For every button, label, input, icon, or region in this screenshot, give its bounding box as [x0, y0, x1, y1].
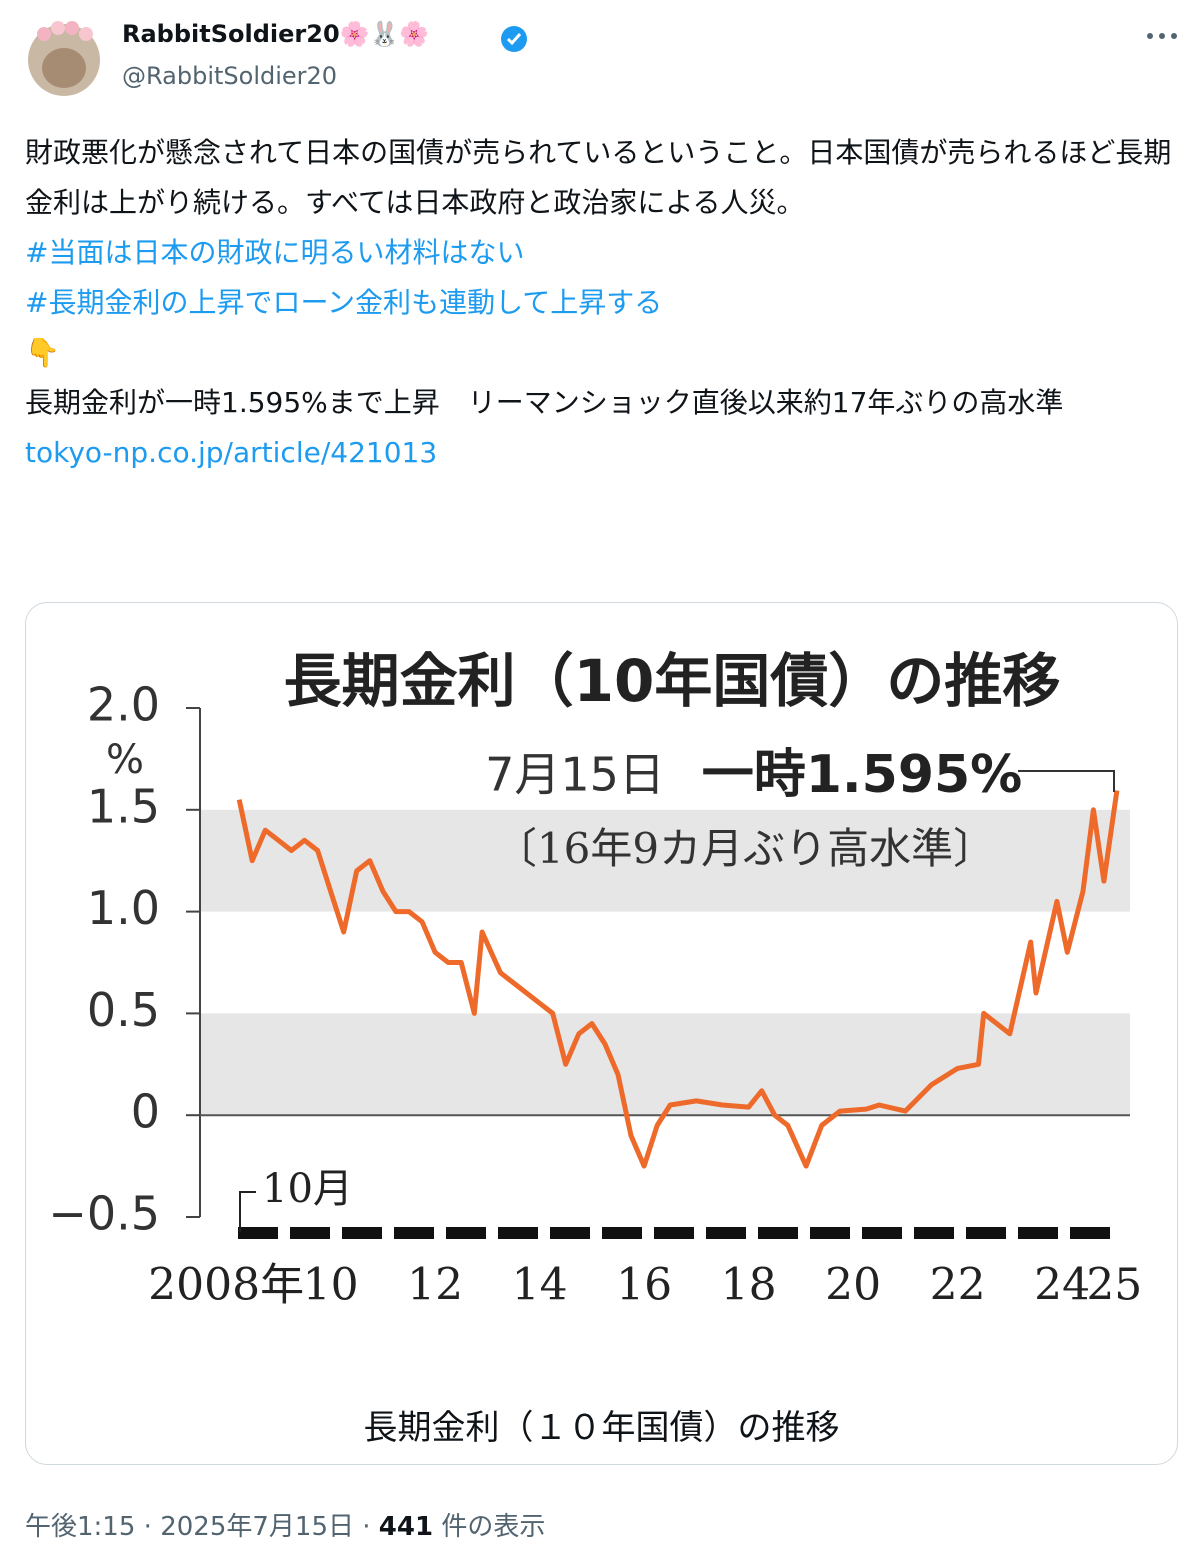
- x-tick-label: 20: [825, 1260, 881, 1311]
- x-tick-label: 10: [303, 1260, 359, 1311]
- start-bracket: [239, 1191, 256, 1232]
- band: [200, 1013, 1130, 1116]
- y-tick-label: 1.0: [87, 881, 160, 935]
- footer: 午後1:15 · 2025年7月15日 · 441 件の表示: [25, 1506, 545, 1543]
- x-tick-label: 14: [512, 1260, 568, 1311]
- chart-title: 長期金利（10年国債）の推移: [284, 647, 1061, 715]
- x-tick-label: 18: [721, 1260, 777, 1311]
- verified-badge: [501, 26, 527, 52]
- headline: 長期金利が一時1.595%まで上昇 リーマンショック直後以来約17年ぶりの高水準: [25, 386, 1064, 419]
- separator: ·: [143, 1512, 152, 1542]
- annotation-date: 7月15日: [485, 748, 665, 802]
- y-axis-unit: %: [106, 737, 144, 783]
- hashtag[interactable]: #長期金利の上昇でローン金利も連動して上昇する: [25, 286, 663, 319]
- hashtag[interactable]: #当面は日本の財政に明るい材料はない: [25, 236, 525, 269]
- date[interactable]: 2025年7月15日: [160, 1512, 354, 1542]
- tweet-body: 財政悪化が懸念されて日本の国債が売られているということ。日本国債が売られるほど長…: [25, 128, 1185, 478]
- annotation-peak: 一時1.595%: [702, 745, 1023, 805]
- x-tick-label: 12: [407, 1260, 463, 1311]
- x-tick-label: 24: [1034, 1260, 1090, 1311]
- y-tick-label: 0.5: [87, 983, 160, 1037]
- y-tick-label: 0: [131, 1085, 160, 1139]
- link-card[interactable]: [25, 602, 1178, 1465]
- yield-line: [236, 790, 1120, 1169]
- x-tick-label: 2008年: [148, 1260, 304, 1311]
- annotation-leader: [1018, 770, 1115, 792]
- display-name[interactable]: RabbitSoldier20🌸🐰🌸: [122, 20, 430, 48]
- y-tick-label: −0.5: [48, 1187, 160, 1241]
- annotation-note: 〔16年9カ月ぶり高水準〕: [495, 824, 995, 873]
- chart: 2.0 1.5 1.0 0.5 0 −0.5% 長期金利（10年国債）の推移 10月 2008年…: [48, 647, 1142, 1311]
- more-button[interactable]: [1145, 28, 1181, 44]
- x-tick-label: 22: [930, 1260, 986, 1311]
- band: [200, 809, 1130, 912]
- pointer-emoji: 👇: [25, 336, 60, 369]
- time[interactable]: 午後1:15: [25, 1512, 136, 1542]
- tweet-text: 財政悪化が懸念されて日本の国債が売られているということ。日本国債が売られるほど長…: [25, 136, 1172, 219]
- views-label: 件の表示: [441, 1512, 546, 1542]
- x-tick-label: 16: [616, 1260, 672, 1311]
- y-tick-label: 2.0: [87, 678, 160, 732]
- avatar[interactable]: [26, 16, 102, 100]
- y-tick-label: 1.5: [87, 779, 160, 833]
- link[interactable]: tokyo-np.co.jp/article/421013: [25, 436, 438, 469]
- view-count: 441: [378, 1512, 434, 1542]
- separator: ·: [362, 1512, 371, 1542]
- start-annotation: 10月: [262, 1166, 353, 1212]
- card-caption: 長期金利（１０年国債）の推移: [363, 1408, 840, 1448]
- handle[interactable]: @RabbitSoldier20: [122, 62, 338, 90]
- x-tick-label: 25: [1086, 1260, 1142, 1311]
